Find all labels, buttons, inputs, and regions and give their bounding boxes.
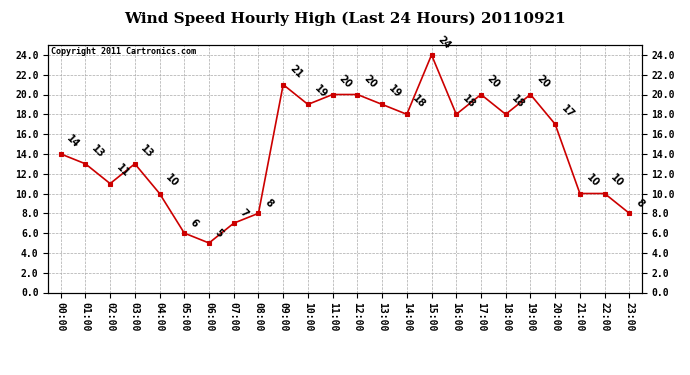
Text: 8: 8 bbox=[263, 197, 275, 209]
Text: 6: 6 bbox=[188, 217, 200, 229]
Text: 20: 20 bbox=[535, 74, 551, 90]
Text: 8: 8 bbox=[633, 197, 645, 209]
Text: 20: 20 bbox=[362, 74, 378, 90]
Text: 18: 18 bbox=[411, 93, 428, 110]
Text: 19: 19 bbox=[312, 84, 328, 100]
Text: Wind Speed Hourly High (Last 24 Hours) 20110921: Wind Speed Hourly High (Last 24 Hours) 2… bbox=[124, 11, 566, 26]
Text: 10: 10 bbox=[164, 173, 180, 189]
Text: 13: 13 bbox=[139, 143, 156, 160]
Text: 18: 18 bbox=[510, 93, 526, 110]
Text: 14: 14 bbox=[65, 133, 81, 150]
Text: 5: 5 bbox=[213, 227, 225, 239]
Text: 7: 7 bbox=[238, 207, 250, 219]
Text: 24: 24 bbox=[435, 34, 453, 51]
Text: 13: 13 bbox=[90, 143, 106, 160]
Text: 20: 20 bbox=[337, 74, 353, 90]
Text: 18: 18 bbox=[460, 93, 477, 110]
Text: 10: 10 bbox=[584, 173, 601, 189]
Text: 10: 10 bbox=[609, 173, 625, 189]
Text: 17: 17 bbox=[560, 104, 576, 120]
Text: 19: 19 bbox=[386, 84, 403, 100]
Text: 20: 20 bbox=[485, 74, 502, 90]
Text: Copyright 2011 Cartronics.com: Copyright 2011 Cartronics.com bbox=[51, 48, 196, 57]
Text: 21: 21 bbox=[287, 64, 304, 80]
Text: 11: 11 bbox=[115, 163, 131, 179]
